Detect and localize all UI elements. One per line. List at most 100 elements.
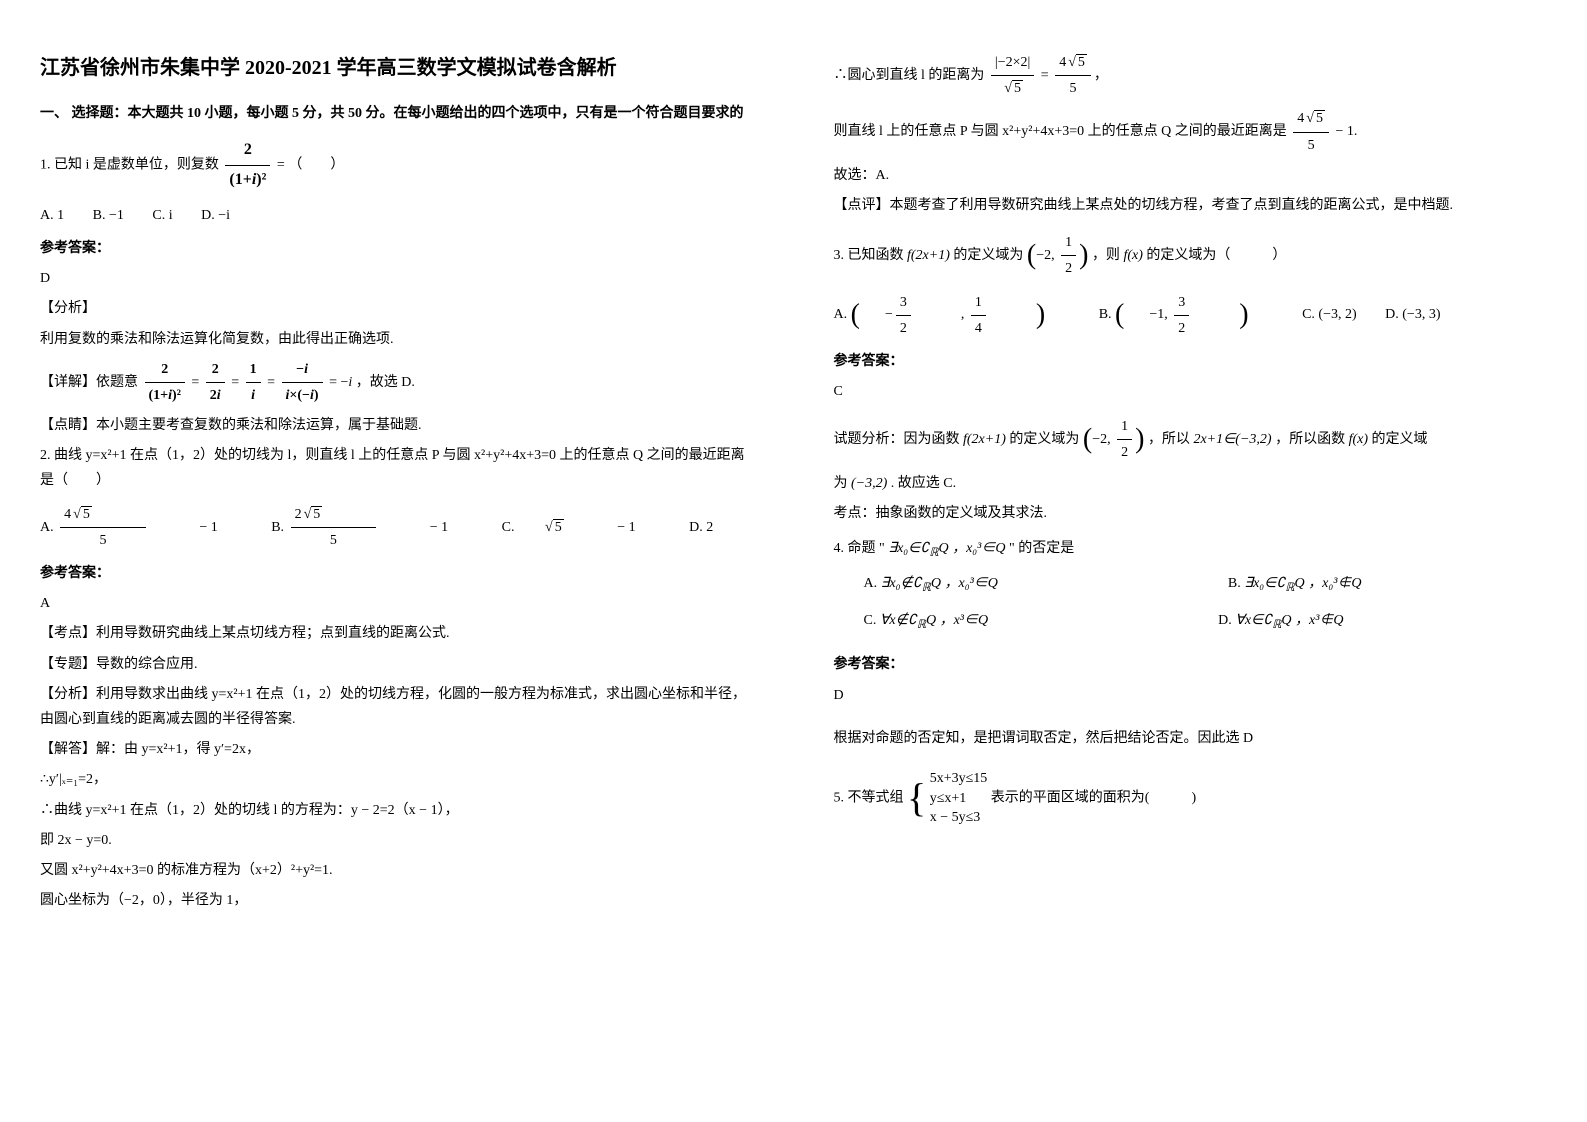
q2-jieda6: 圆心坐标为（−2，0），半径为 1， xyxy=(40,888,754,913)
q4-optB: B. ∃x₀∈∁ℝQ ，x₀³∉Q xyxy=(1228,571,1387,598)
q1-point: 【点睛】本小题主要考查复数的乘法和除法运算，属于基础题. xyxy=(40,413,754,438)
page-title: 江苏省徐州市朱集中学 2020-2021 学年高三数学文模拟试卷含解析 xyxy=(40,50,754,86)
q1-ans: D xyxy=(40,266,754,291)
q3-ans-label: 参考答案： xyxy=(834,349,1548,374)
q2-fenxi: 【分析】利用导数求出曲线 y=x²+1 在点（1，2）处的切线方程，化圆的一般方… xyxy=(40,682,754,732)
q2-result-frac: 455 xyxy=(1293,106,1329,157)
q3-an-fx2: f(x) xyxy=(1349,432,1368,447)
q1-detail-frac2: 22i xyxy=(206,357,225,408)
right-column: ∴圆心到直线 l 的距离为 |−2×2|5 = 455， 则直线 l 上的任意点… xyxy=(794,0,1587,1122)
q3-mid2: ，则 xyxy=(1092,248,1120,263)
q3-an-interval: (−2, 12) xyxy=(1083,432,1145,447)
q2-col2-line2: 则直线 l 上的任意点 P 与圆 x²+y²+4x+3=0 上的任意点 Q 之间… xyxy=(834,106,1548,157)
q3-prefix: 3. 已知函数 xyxy=(834,248,904,263)
q3-kaodian: 考点：抽象函数的定义域及其求法. xyxy=(834,501,1548,526)
left-column: 江苏省徐州市朱集中学 2020-2021 学年高三数学文模拟试卷含解析 一、 选… xyxy=(0,0,794,1122)
q4-explain: 根据对命题的否定知，是把谓词取否定，然后把结论否定。因此选 D xyxy=(834,726,1548,751)
q2-kaodian: 【考点】利用导数研究曲线上某点切线方程；点到直线的距离公式. xyxy=(40,621,754,646)
q2-optC: C. 5 − 1 xyxy=(502,520,661,535)
q2-dist-frac2: 455 xyxy=(1055,50,1091,101)
q2-col2-line1-prefix: ∴圆心到直线 l 的距离为 xyxy=(834,68,985,83)
q4-suffix: " 的否定是 xyxy=(1009,541,1074,556)
q2-zhuanti: 【专题】导数的综合应用. xyxy=(40,652,754,677)
q3-fx2: f(x) xyxy=(1123,248,1142,263)
q2-jieda4: 即 2x − y=0. xyxy=(40,828,754,853)
q2-ans-label: 参考答案： xyxy=(40,561,754,586)
q1-ans-label: 参考答案： xyxy=(40,236,754,261)
q2-col2-line2-prefix: 则直线 l 上的任意点 P 与圆 x²+y²+4x+3=0 上的任意点 Q 之间… xyxy=(834,124,1287,139)
q5-stem: 5. 不等式组 { 5x+3y≤15 y≤x+1 x − 5y≤3 表示的平面区… xyxy=(834,769,1548,828)
q2-ans: A xyxy=(40,591,754,616)
q3-an-fx: f(2x+1) xyxy=(963,432,1006,447)
q3-optB: B. (−1, 32) xyxy=(1099,307,1274,322)
q3-options: A. (−32, 14) B. (−1, 32) C. (−3, 2) D. (… xyxy=(834,290,1548,341)
q3-analysis-line2: 为 (−3,2) . 故应选 C. xyxy=(834,471,1548,496)
q2-optB: B. 255 − 1 xyxy=(271,520,473,535)
q3-an2-prefix: 为 xyxy=(834,476,848,491)
q1-detail-suffix: ，故选 D. xyxy=(356,375,415,390)
q2-dist-frac: |−2×2|5 xyxy=(991,50,1034,101)
q3-an-expr: 2x+1∈(−3,2) xyxy=(1193,432,1271,447)
q3-optC: C. (−3, 2) xyxy=(1302,307,1357,322)
q1-detail-frac4: −ii×(−i) xyxy=(282,357,323,408)
q1-detail-frac1: 2(1+i)² xyxy=(145,357,185,408)
q5-eq1: 5x+3y≤15 xyxy=(930,769,988,789)
q1-optD: D. −i xyxy=(201,208,230,223)
q3-an2-interval: (−3,2) xyxy=(851,476,887,491)
q2-col2-line1: ∴圆心到直线 l 的距离为 |−2×2|5 = 455， xyxy=(834,50,1548,101)
q3-an-mid3: ，所以函数 xyxy=(1275,432,1345,447)
q1-detail: 【详解】依题意 2(1+i)² = 22i = 1i = −ii×(−i) = … xyxy=(40,357,754,408)
q4-options: A. ∃x₀∉∁ℝQ ，x₀³∈Q B. ∃x₀∈∁ℝQ ，x₀³∉Q C. ∀… xyxy=(864,571,1548,635)
q1-detail-frac3: 1i xyxy=(246,357,261,408)
q4-optD: D. ∀x∈∁ℝQ ，x³∉Q xyxy=(1218,608,1368,635)
q2-col2-line3: 故选：A. xyxy=(834,163,1548,188)
q1-detail-label: 【详解】依题意 xyxy=(40,375,138,390)
q1-analysis: 利用复数的乘法和除法运算化简复数，由此得出正确选项. xyxy=(40,327,754,352)
q3-analysis: 试题分析：因为函数 f(2x+1) 的定义域为 (−2, 12) ，所以 2x+… xyxy=(834,414,1548,465)
q2-optD: D. 2 xyxy=(689,520,713,535)
q3-mid: 的定义域为 xyxy=(953,248,1023,263)
q1-suffix: （ ） xyxy=(288,158,344,173)
q4-prefix: 4. 命题 " xyxy=(834,541,885,556)
q2-jieda1: 【解答】解：由 y=x²+1，得 y′=2x， xyxy=(40,737,754,762)
q5-suffix: 表示的平面区域的面积为( ) xyxy=(991,791,1196,806)
q1-optB: B. −1 xyxy=(93,208,124,223)
q5-system: { 5x+3y≤15 y≤x+1 x − 5y≤3 xyxy=(907,769,987,828)
q2-stem: 2. 曲线 y=x²+1 在点（1，2）处的切线为 l，则直线 l 上的任意点 … xyxy=(40,443,754,493)
section-header: 一、 选择题：本大题共 10 小题，每小题 5 分，共 50 分。在每小题给出的… xyxy=(40,101,754,126)
q2-options: A. 455 − 1 B. 255 − 1 C. 5 − 1 D. 2 xyxy=(40,502,754,553)
q3-fx: f(2x+1) xyxy=(907,248,950,263)
q1-optA: A. 1 xyxy=(40,208,64,223)
q2-jieda3: ∴曲线 y=x²+1 在点（1，2）处的切线 l 的方程为：y − 2=2（x … xyxy=(40,798,754,823)
q4-ans-label: 参考答案： xyxy=(834,652,1548,677)
q1-stem: 1. 已知 i 是虚数单位，则复数 2 (1+i)² = （ ） xyxy=(40,136,754,195)
q3-optD: D. (−3, 3) xyxy=(1385,307,1440,322)
q3-interval: (−2, 12) xyxy=(1027,248,1089,263)
q4-ans: D xyxy=(834,683,1548,708)
q3-an-suffix: 的定义域 xyxy=(1372,432,1428,447)
q2-optA: A. 455 − 1 xyxy=(40,520,243,535)
q1-fraction: 2 (1+i)² xyxy=(225,136,270,195)
q3-an-mid: 的定义域为 xyxy=(1009,432,1079,447)
q1-analysis-label: 【分析】 xyxy=(40,296,754,321)
q1-prefix: 1. 已知 i 是虚数单位，则复数 xyxy=(40,158,219,173)
q2-jieda5: 又圆 x²+y²+4x+3=0 的标准方程为（x+2）²+y²=1. xyxy=(40,858,754,883)
q3-an-mid2: ，所以 xyxy=(1148,432,1190,447)
q4-optC: C. ∀x∉∁ℝQ ，x³∈Q xyxy=(864,608,1014,635)
q5-eq2: y≤x+1 xyxy=(930,789,988,809)
q4-stem: 4. 命题 " ∃x₀∈∁ℝQ ，x₀³∈Q " 的否定是 xyxy=(834,536,1548,563)
q2-jieda2: ∴y′|ₓ₌₁=2， xyxy=(40,767,754,792)
q4-expr: ∃x₀∈∁ℝQ ，x₀³∈Q xyxy=(888,541,1005,556)
q3-an-prefix: 试题分析：因为函数 xyxy=(834,432,960,447)
q5-eq3: x − 5y≤3 xyxy=(930,808,988,828)
q3-optA: A. (−32, 14) xyxy=(834,307,1071,322)
q3-ans: C xyxy=(834,379,1548,404)
q3-suffix: 的定义域为（ ） xyxy=(1146,248,1286,263)
q3-an2-suffix: . 故应选 C. xyxy=(891,476,956,491)
q2-dianping: 【点评】本题考查了利用导数研究曲线上某点处的切线方程，考查了点到直线的距离公式，… xyxy=(834,193,1548,218)
q1-options: A. 1 B. −1 C. i D. −i xyxy=(40,203,754,228)
q3-stem: 3. 已知函数 f(2x+1) 的定义域为 (−2, 12) ，则 f(x) 的… xyxy=(834,230,1548,281)
q1-optC: C. i xyxy=(152,208,172,223)
q5-prefix: 5. 不等式组 xyxy=(834,791,904,806)
q4-optA: A. ∃x₀∉∁ℝQ ，x₀³∈Q xyxy=(864,571,1023,598)
